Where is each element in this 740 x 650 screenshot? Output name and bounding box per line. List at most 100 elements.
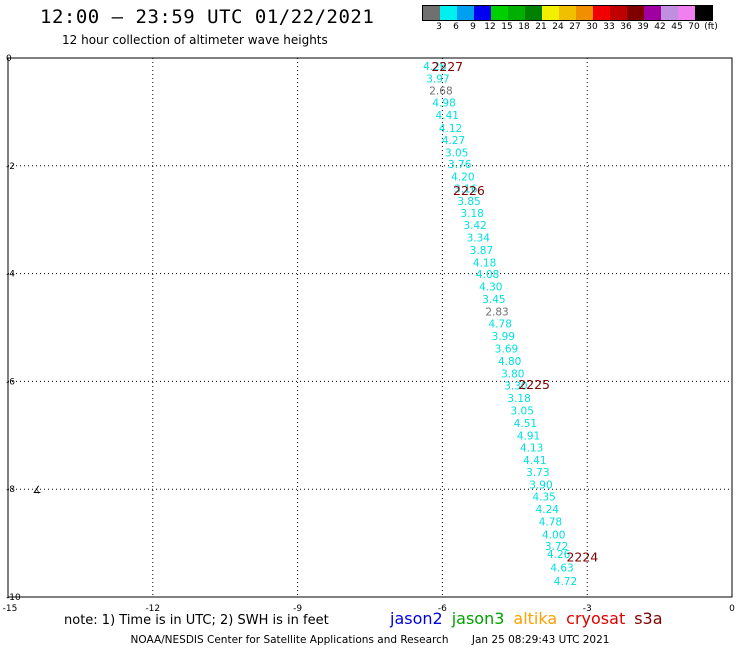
page-subtitle: 12 hour collection of altimeter wave hei… [62,33,328,47]
swh-value: 3.69 [495,344,518,356]
swh-value: 3.30 [504,381,527,393]
time-label: 2227 [431,59,463,74]
colorbar-swatch [525,6,542,20]
swh-value: 3.73 [526,467,549,479]
colorbar-swatch [644,6,661,20]
x-tick-label: -12 [145,604,160,614]
colorbar-label: 24 [552,22,564,32]
colorbar-swatch [627,6,644,20]
colorbar-swatch [678,6,695,20]
swh-value: 3.97 [426,73,449,85]
swh-value: 4.27 [442,135,465,147]
swh-value: 3.99 [492,331,515,343]
swh-value: 4.98 [432,98,455,110]
units-note: note: 1) Time is in UTC; 2) SWH is in fe… [64,613,329,628]
point-marker: ∡ [32,485,41,496]
swh-value: 2.83 [485,306,508,318]
swh-value: 4.26 [547,549,571,561]
x-tick-label: -3 [583,604,592,614]
page-title: 12:00 – 23:59 UTC 01/22/2021 [40,6,375,28]
time-label: 2225 [518,377,550,392]
footer: NOAA/NESDIS Center for Satellite Applica… [0,634,740,646]
swh-value: 4.41 [436,110,459,122]
colorbar-swatch [508,6,525,20]
colorbar-label: 39 [637,22,649,32]
swh-value: 3.34 [467,232,491,244]
swh-value: 4.24 [536,504,560,516]
colorbar-label: 6 [453,22,459,32]
swh-value: 4.18 [473,257,496,269]
time-label: 2226 [453,183,485,198]
swh-value: 4.20 [451,172,474,184]
colorbar-swatch [576,6,593,20]
swh-value: 4.00 [542,529,565,541]
y-tick-label: 0 [6,54,12,64]
swh-value: 4.51 [514,418,537,430]
map-frame [7,57,733,598]
colorbar-label: 33 [603,22,615,32]
x-tick-label: -15 [3,604,18,614]
legend-item-jason2: jason2 [390,609,443,628]
colorbar-swatch [661,6,678,20]
swh-value: 3.90 [529,479,552,491]
swh-value: 3.18 [507,393,530,405]
swh-value: 3.87 [470,245,493,257]
swh-value: 4.78 [539,517,562,529]
colorbar-swatch [593,6,610,20]
time-label: 2224 [566,550,598,565]
footer-timestamp: Jan 25 08:29:43 UTC 2021 [471,634,610,646]
swh-value: 3.05 [511,406,534,418]
colorbar-swatch [559,6,576,20]
swh-value: 4.26 [423,61,447,73]
colorbar-swatch [457,6,474,20]
swh-value: 4.80 [498,356,521,368]
swh-value: 3.72 [545,541,568,553]
colorbar-swatch [491,6,508,20]
legend-item-cryosat: cryosat [566,609,626,628]
swh-value: 4.72 [554,576,577,588]
swh-value: 4.12 [439,123,462,135]
footer-agency: NOAA/NESDIS Center for Satellite Applica… [130,634,449,646]
colorbar-label: 30 [586,22,598,32]
colorbar-label: 42 [654,22,666,32]
swh-value: 3.42 [463,220,486,232]
x-tick-label: 0 [729,604,735,614]
swh-value: 4.30 [479,282,502,294]
swh-value: 3.16 [454,183,478,195]
colorbar-label: 36 [620,22,632,32]
colorbar-swatch [542,6,559,20]
colorbar-label: 12 [484,22,496,32]
colorbar-label: 27 [569,22,581,32]
swh-value: 3.76 [448,159,472,171]
colorbar-label: 3 [436,22,442,32]
colorbar-swatch [474,6,491,20]
swh-value: 3.45 [482,294,505,306]
swh-value: 4.41 [523,455,546,467]
colorbar-label: 9 [470,22,476,32]
swh-value: 2.68 [429,85,452,97]
wave-height-colorbar [422,5,713,21]
swh-value: 3.18 [460,208,483,220]
colorbar-label: 15 [501,22,513,32]
y-tick-label: -2 [6,162,15,172]
colorbar-label: (ft) [704,22,718,32]
legend-item-altika: altika [513,609,558,628]
swh-value: 4.13 [520,443,543,455]
satellite-legend: jason2 jason3 altika cryosat s3a [390,609,672,628]
swh-value: 4.91 [517,430,540,442]
x-tick-label: -6 [438,604,447,614]
colorbar-swatch [440,6,457,20]
swh-value: 4.78 [489,319,512,331]
swh-value: 3.80 [501,368,524,380]
swh-value: 3.85 [457,196,480,208]
colorbar-swatch [695,6,712,20]
x-tick-label: -9 [293,604,302,614]
colorbar-label: 45 [671,22,683,32]
swh-value: 3.05 [445,147,468,159]
swh-value: 4.63 [550,562,573,574]
y-tick-label: -6 [6,377,15,387]
y-tick-label: -10 [6,593,21,603]
swh-value: 4.08 [476,269,499,281]
colorbar-label: 21 [535,22,547,32]
